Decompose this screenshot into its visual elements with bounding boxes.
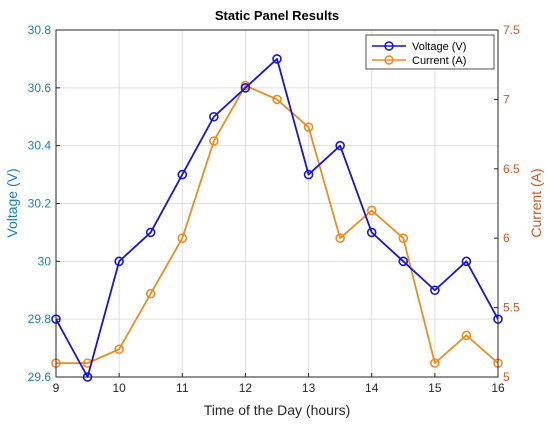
voltage-point: [177, 169, 188, 180]
x-tick-label: 15: [428, 381, 442, 395]
right-axis-label: Current (A): [528, 168, 544, 237]
left-tick-label: 29.6: [28, 370, 52, 384]
right-axis-ticks: 5 5.5 6 6.5 7 7.5: [494, 23, 520, 384]
voltage-point: [461, 256, 472, 267]
left-axis-label: Voltage (V): [4, 168, 20, 237]
current-point: [335, 233, 345, 243]
voltage-point: [209, 111, 219, 122]
voltage-point: [430, 285, 440, 296]
x-axis-ticks: 9 10 11 12 13 14 15 16: [53, 373, 505, 395]
legend-voltage-label: Voltage (V): [412, 41, 466, 53]
right-tick-label: 5.5: [503, 301, 520, 315]
voltage-point: [303, 169, 314, 180]
x-axis-label: Time of the Day (hours): [204, 402, 351, 418]
voltage-point: [114, 256, 124, 267]
voltage-point: [366, 227, 377, 238]
grid-lines: [55, 29, 499, 378]
current-point: [303, 122, 314, 132]
left-tick-label: 30.8: [28, 23, 52, 37]
x-tick-label: 14: [365, 381, 379, 395]
voltage-point: [240, 83, 251, 93]
current-point: [209, 136, 219, 146]
left-tick-label: 30.4: [28, 139, 52, 153]
legend-current-label: Current (A): [412, 55, 466, 67]
current-point: [272, 94, 282, 105]
current-point: [398, 233, 409, 243]
voltage-point: [272, 54, 282, 64]
current-point: [145, 288, 156, 299]
chart-title: Static Panel Results: [215, 8, 339, 23]
legend-voltage-marker: [384, 41, 394, 51]
right-tick-label: 6.5: [503, 162, 520, 176]
current-series-line: [56, 84, 499, 365]
x-tick-label: 13: [302, 381, 316, 395]
left-axis-ticks: 29.6 29.8 30 30.2 30.4 30.6 30.8: [28, 23, 60, 384]
right-tick-label: 5: [503, 370, 510, 384]
left-tick-label: 30: [38, 254, 52, 268]
left-tick-label: 30.6: [28, 81, 52, 95]
current-point: [177, 233, 188, 243]
voltage-series-line: [55, 58, 499, 378]
voltage-point: [398, 256, 409, 267]
x-tick-label: 9: [53, 381, 60, 395]
voltage-point: [335, 140, 345, 151]
current-point: [366, 205, 377, 216]
legend: Voltage (V) Current (A): [365, 34, 495, 70]
x-tick-label: 11: [176, 381, 189, 395]
voltage-point: [145, 227, 156, 238]
right-tick-label: 7.5: [503, 23, 520, 37]
x-tick-label: 12: [239, 381, 253, 395]
x-tick-label: 16: [491, 381, 505, 395]
current-point: [430, 358, 440, 368]
x-tick-label: 10: [112, 381, 126, 395]
right-tick-label: 6: [503, 231, 510, 245]
current-point: [114, 344, 124, 355]
legend-current-marker: [384, 55, 394, 65]
right-tick-label: 7: [503, 92, 510, 106]
current-point: [461, 330, 472, 341]
left-tick-label: 29.8: [28, 312, 52, 326]
left-tick-label: 30.2: [28, 197, 52, 211]
